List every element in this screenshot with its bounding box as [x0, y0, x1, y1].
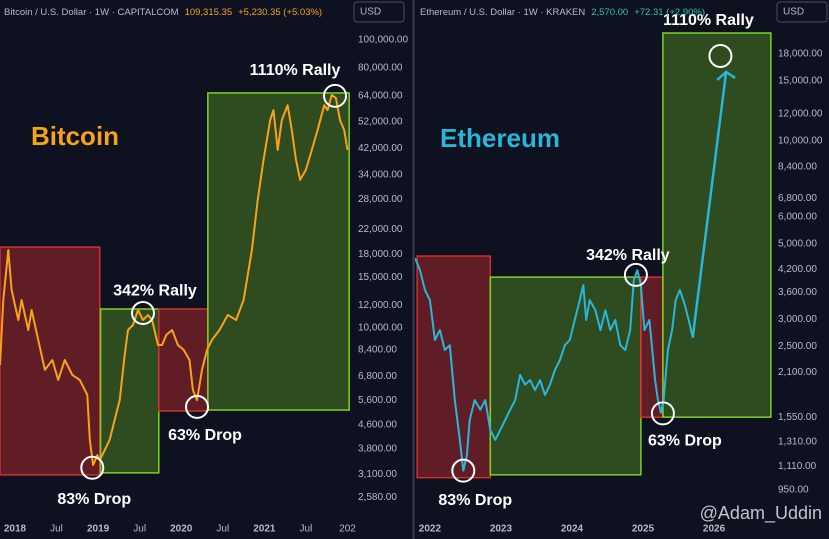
- y-tick-label: 15,000.00: [358, 272, 403, 283]
- y-tick-label: 2,500.00: [778, 341, 817, 352]
- y-tick-label: 80,000.00: [358, 63, 403, 74]
- y-tick-label: 100,000.00: [358, 35, 408, 46]
- chart-title: Bitcoin: [31, 121, 119, 151]
- y-tick-label: 28,000.00: [358, 194, 403, 205]
- region-box: [662, 32, 772, 418]
- y-tick-label: 12,000.00: [358, 300, 403, 311]
- price-line: [0, 94, 349, 467]
- y-tick-label: 52,000.00: [358, 116, 403, 127]
- y-tick-label: 950.00: [778, 484, 809, 495]
- symbol-header: Bitcoin / U.S. Dollar · 1W · CAPITALCOM 1…: [4, 7, 322, 18]
- y-tick-label: 4,200.00: [778, 264, 817, 275]
- currency-box: [776, 1, 828, 23]
- symbol: Ethereum / U.S. Dollar · 1W · KRAKEN: [420, 7, 585, 18]
- x-tick-label: 2019: [87, 524, 110, 535]
- region-box: [0, 246, 101, 476]
- y-tick-label: 2,100.00: [778, 367, 817, 378]
- annotation-label: 1110% Rally: [663, 12, 754, 29]
- y-tick-label: 42,000.00: [358, 143, 403, 154]
- x-tick-label: Jul: [50, 524, 63, 535]
- arrow-head: [716, 70, 736, 81]
- y-tick-label: 1,550.00: [778, 412, 817, 423]
- y-tick-label: 12,000.00: [778, 109, 823, 120]
- region-box: [416, 255, 492, 479]
- chart-title: Ethereum: [440, 123, 560, 153]
- symbol-header: Ethereum / U.S. Dollar · 1W · KRAKEN 2,57…: [420, 7, 705, 18]
- y-tick-label: 8,400.00: [778, 162, 817, 173]
- price-change: +72.31 (+2.90%): [634, 7, 705, 18]
- annotation-label: 63% Drop: [648, 433, 722, 450]
- y-tick-label: 3,100.00: [358, 469, 397, 480]
- y-tick-label: 22,000.00: [358, 224, 403, 235]
- y-tick-label: 2,580.00: [358, 492, 397, 503]
- symbol: Bitcoin / U.S. Dollar · 1W · CAPITALCOM: [4, 7, 179, 18]
- y-tick-label: 1,110.00: [778, 461, 817, 472]
- annotation-circle: [323, 83, 348, 108]
- watermark: @Adam_Uddin: [700, 503, 822, 524]
- currency-label: USD: [783, 7, 804, 18]
- y-tick-label: 5,000.00: [778, 238, 817, 249]
- x-tick-label: 2022: [419, 524, 442, 535]
- annotation-circle: [708, 43, 733, 68]
- x-tick-label: 2020: [170, 524, 193, 535]
- annotation-label: 63% Drop: [168, 427, 242, 444]
- y-tick-label: 6,800.00: [358, 371, 397, 382]
- y-tick-label: 4,600.00: [358, 420, 397, 431]
- x-tick-label: 2025: [632, 524, 655, 535]
- price-change: +5,230.35 (+5.03%): [238, 7, 322, 18]
- y-tick-label: 8,400.00: [358, 344, 397, 355]
- x-tick-label: 202: [339, 524, 356, 535]
- currency-box: [353, 1, 405, 23]
- annotation-circle: [80, 455, 105, 480]
- x-tick-label: 2023: [490, 524, 513, 535]
- y-tick-label: 3,000.00: [778, 314, 817, 325]
- annotation-label: 342% Rally: [586, 247, 670, 264]
- y-tick-label: 3,800.00: [358, 444, 397, 455]
- y-tick-label: 18,000.00: [358, 249, 403, 260]
- annotation-label: 83% Drop: [57, 491, 131, 508]
- x-tick-label: 2021: [253, 524, 276, 535]
- annotation-label: 342% Rally: [113, 282, 197, 299]
- y-tick-label: 1,310.00: [778, 437, 817, 448]
- x-tick-label: 2018: [4, 524, 27, 535]
- y-tick-label: 6,000.00: [778, 211, 817, 222]
- annotation-circle: [451, 458, 476, 483]
- plot-area: [0, 92, 350, 476]
- y-tick-label: 34,000.00: [358, 170, 403, 181]
- annotation-label: 1110% Rally: [250, 62, 341, 79]
- annotation-circle: [185, 394, 210, 419]
- price-line: [415, 257, 694, 472]
- annotation-circle: [650, 401, 675, 426]
- region-box: [489, 276, 642, 476]
- y-tick-label: 18,000.00: [778, 49, 823, 60]
- last-price: 109,315.35: [185, 7, 233, 18]
- region-box: [99, 308, 160, 474]
- y-tick-label: 5,600.00: [358, 395, 397, 406]
- plot-area: [415, 32, 772, 479]
- x-tick-label: Jul: [300, 524, 313, 535]
- annotation-label: 83% Drop: [438, 492, 512, 509]
- x-tick-label: Jul: [133, 524, 146, 535]
- y-tick-label: 10,000.00: [358, 323, 403, 334]
- y-tick-label: 3,600.00: [778, 287, 817, 298]
- last-price: 2,570.00: [591, 7, 628, 18]
- y-tick-label: 6,800.00: [778, 193, 817, 204]
- annotation-circle: [623, 262, 648, 287]
- y-tick-label: 15,000.00: [778, 76, 823, 87]
- x-tick-label: 2024: [561, 524, 584, 535]
- y-tick-label: 10,000.00: [778, 136, 823, 147]
- x-tick-label: Jul: [216, 524, 229, 535]
- x-tick-label: 2026: [703, 524, 726, 535]
- price-line: [691, 71, 728, 338]
- region-box: [158, 308, 209, 412]
- y-tick-label: 64,000.00: [358, 90, 403, 101]
- currency-label: USD: [360, 7, 381, 18]
- annotation-circle: [130, 301, 155, 326]
